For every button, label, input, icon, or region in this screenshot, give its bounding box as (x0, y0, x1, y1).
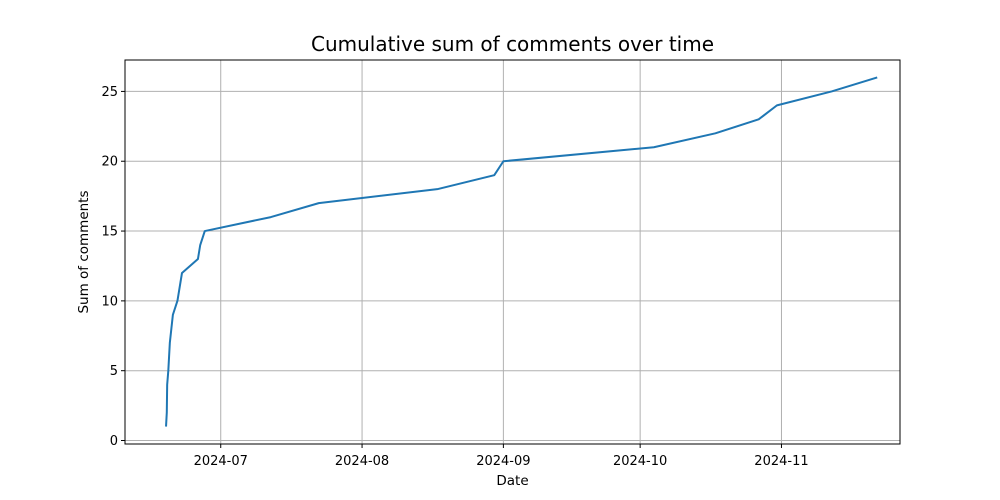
x-axis-label: Date (496, 473, 528, 489)
series-layer (165, 76, 878, 427)
y-tick-label: 15 (101, 225, 118, 240)
x-tick-label: 2024-11 (754, 454, 808, 469)
x-tick-label: 2024-07 (194, 454, 248, 469)
x-tick-label: 2024-08 (335, 454, 389, 469)
chart-title: Cumulative sum of comments over time (311, 32, 714, 56)
y-axis-label: Sum of comments (76, 190, 92, 313)
y-tick-label: 0 (110, 434, 118, 449)
y-tick-label: 5 (110, 364, 118, 379)
series-line (165, 76, 878, 427)
x-tick-label: 2024-09 (476, 454, 530, 469)
y-tick-label: 10 (101, 294, 118, 309)
grid-layer (125, 60, 900, 444)
y-tick-label: 25 (101, 85, 118, 100)
y-tick-label: 20 (101, 155, 118, 170)
x-tick-label: 2024-10 (613, 454, 667, 469)
tick-layer: 0 5 10 15 20 25 2024-07 2024-08 2024-09 2024-10 20… (101, 85, 808, 469)
plot-frame (124, 59, 901, 445)
